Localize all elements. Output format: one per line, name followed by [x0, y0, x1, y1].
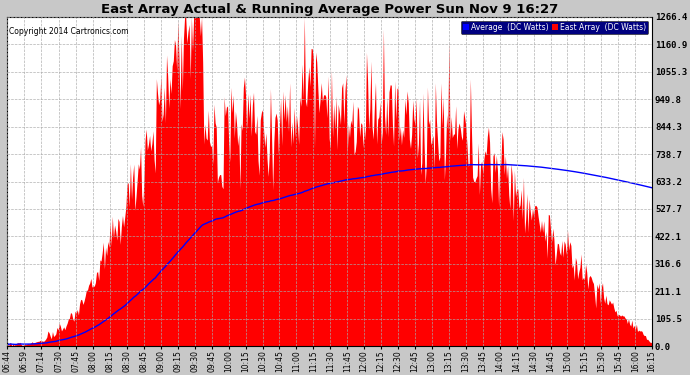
- Title: East Array Actual & Running Average Power Sun Nov 9 16:27: East Array Actual & Running Average Powe…: [101, 3, 558, 16]
- Text: Copyright 2014 Cartronics.com: Copyright 2014 Cartronics.com: [8, 27, 128, 36]
- Legend: Average  (DC Watts), East Array  (DC Watts): Average (DC Watts), East Array (DC Watts…: [461, 21, 649, 34]
